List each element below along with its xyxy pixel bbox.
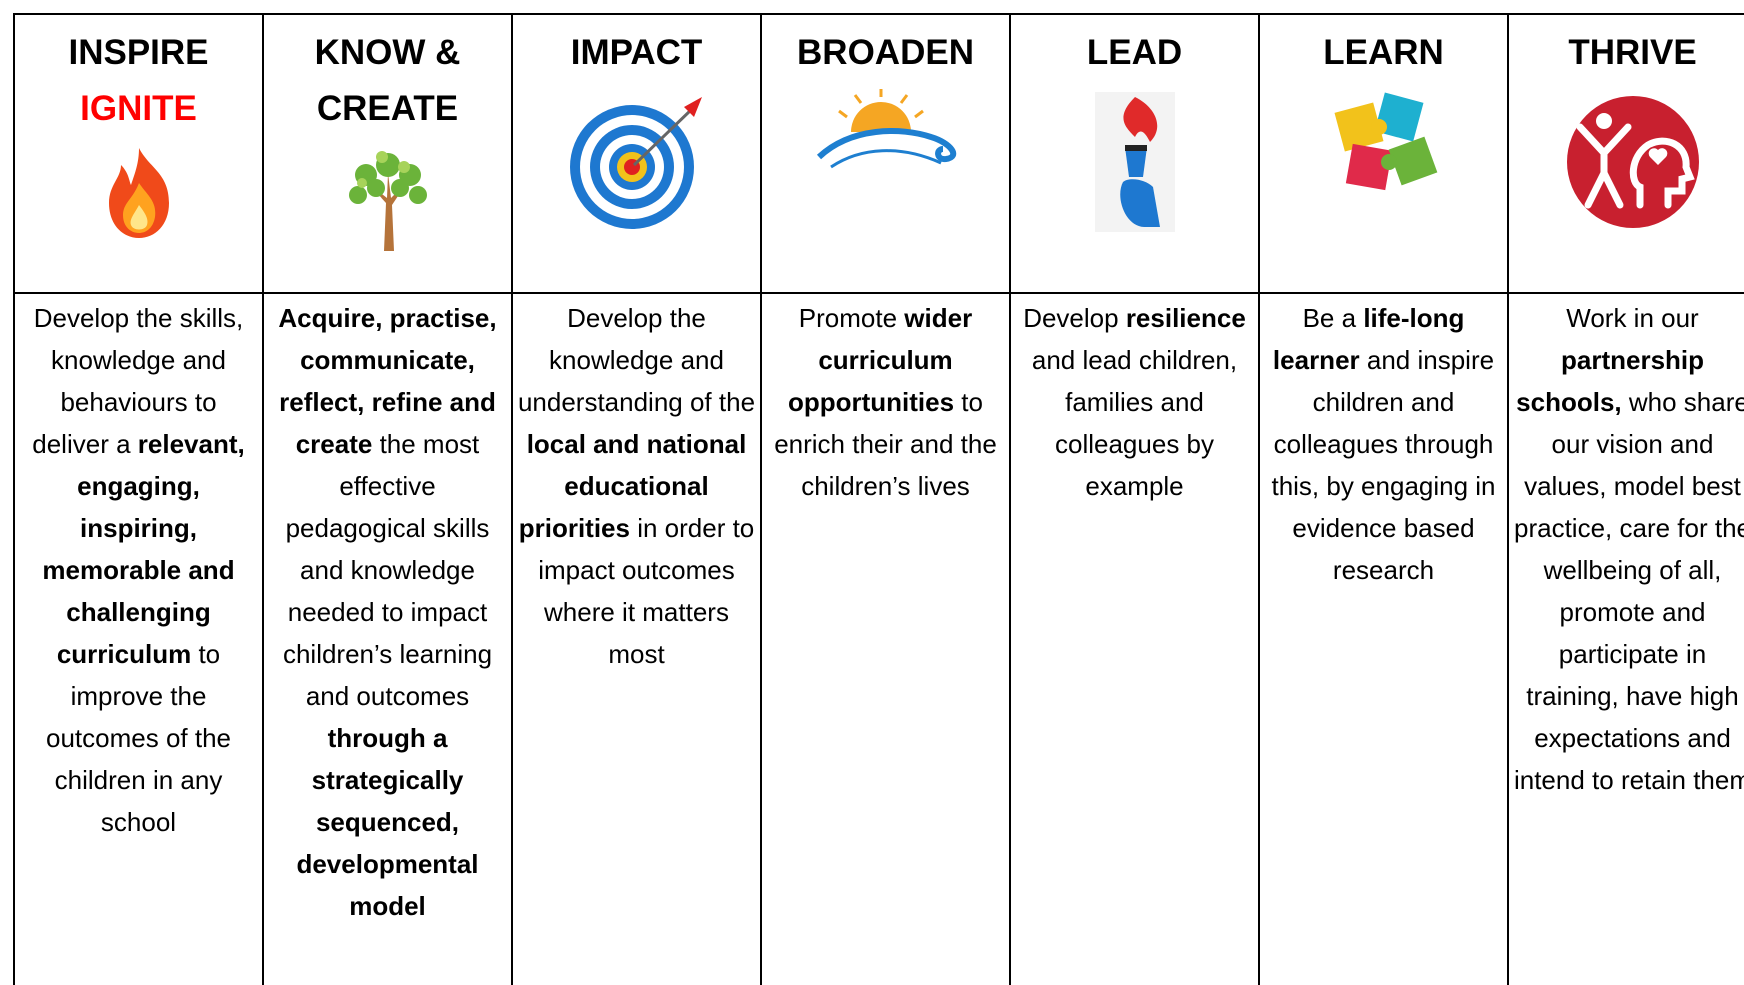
description-text: the most effective pedagogical skills an… (282, 429, 493, 711)
column-title: CREATE (316, 89, 459, 128)
description-cell: Develop resilience and lead children, fa… (1011, 294, 1260, 985)
description-text: Promote (798, 303, 905, 333)
description-cell: Be a life-long learner and inspire child… (1260, 294, 1509, 985)
description-text: resilience (1125, 303, 1246, 333)
description-text: Develop the knowledge and understanding … (517, 303, 756, 417)
column-title: KNOW & (314, 33, 461, 72)
header-cell: THRIVE (1509, 15, 1744, 294)
column-title: INSPIRE (68, 33, 209, 72)
description-text: who share our vision and values, model b… (1513, 387, 1744, 795)
description-text: relevant, engaging, inspiring, memorable… (42, 429, 245, 669)
tree-icon (348, 151, 427, 251)
header-cell: BROADEN (762, 15, 1011, 294)
description-text: and inspire children and colleagues thro… (1271, 345, 1496, 585)
column-title: LEARN (1323, 33, 1444, 72)
description-text: and lead children, families and colleagu… (1031, 345, 1238, 501)
description-text: Acquire, practise, communicate, reflect,… (278, 303, 497, 459)
values-table: INSPIRE IGNITE Develop the skills, knowled… (13, 13, 1744, 985)
header-cell: KNOW & CREATE (264, 15, 513, 294)
description-text: life-long learner (1272, 303, 1465, 375)
description-text: Work in our (1566, 303, 1699, 333)
description-cell: Promote wider curriculum opportunities t… (762, 294, 1011, 985)
header-cell: INSPIRE IGNITE (15, 15, 264, 294)
description-text: Develop the skills, knowledge and behavi… (32, 303, 244, 459)
target-icon (569, 97, 702, 229)
column-title: IMPACT (570, 33, 703, 72)
column-title: THRIVE (1568, 33, 1697, 72)
column-title: IGNITE (80, 89, 197, 128)
description-text: in order to impact outcomes where it mat… (538, 513, 755, 669)
sun-waves-icon (816, 89, 956, 169)
description-cell: Develop the skills, knowledge and behavi… (15, 294, 264, 985)
description-text: Develop (1023, 303, 1126, 333)
description-text: wider curriculum opportunities (787, 303, 973, 417)
header-cell: LEARN (1260, 15, 1509, 294)
thrive-icon (1566, 96, 1699, 228)
header-cell: LEAD (1011, 15, 1260, 294)
description-text: through a strategically sequenced, devel… (296, 723, 479, 921)
description-text: local and national educational prioritie… (518, 429, 747, 543)
description-cell: Develop the knowledge and understanding … (513, 294, 762, 985)
torch-icon (1094, 92, 1175, 232)
description-cell: Work in our partnership schools, who sha… (1509, 294, 1744, 985)
column-title: LEAD (1086, 33, 1183, 72)
description-text: partnership schools, (1516, 345, 1705, 417)
description-text: to improve the outcomes of the children … (46, 639, 231, 837)
column-title: BROADEN (797, 33, 974, 72)
header-cell: IMPACT (513, 15, 762, 294)
description-text: Be a (1302, 303, 1364, 333)
puzzle-icon (1334, 92, 1437, 191)
flame-icon (108, 148, 169, 238)
description-text: to enrich their and the children’s lives (774, 387, 997, 501)
description-cell: Acquire, practise, communicate, reflect,… (264, 294, 513, 985)
